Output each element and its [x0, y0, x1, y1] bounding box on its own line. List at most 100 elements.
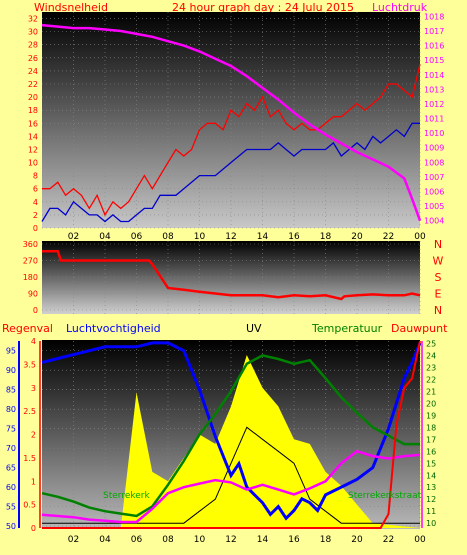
- humidity-tick-label: 65: [6, 464, 16, 473]
- annotation-right: Sterrekerkstraat: [348, 491, 422, 501]
- direction-tick-label: 180: [23, 273, 38, 282]
- wind-tick-label: 2: [33, 211, 38, 220]
- rain-tick-label: 0: [31, 524, 36, 533]
- temperature-tick-label: 19: [426, 411, 436, 420]
- wind-pressure-series: [41, 23, 422, 223]
- rain-tick-label: 1: [31, 477, 36, 486]
- chart-title: 24 hour graph day : 24 Julu 2015: [172, 1, 354, 14]
- direction-series: [42, 250, 421, 301]
- dewpoint-label: Dauwpunt: [391, 322, 448, 335]
- hour-tick-label: 04: [99, 232, 111, 242]
- temperature-tick-label: 10: [426, 519, 436, 528]
- direction-tick-label: 90: [28, 290, 38, 299]
- wind-tick-label: 18: [28, 106, 38, 115]
- wind-tick-label: 22: [28, 80, 38, 89]
- wind-average-line: [41, 122, 420, 223]
- rain-tick-label: 1.5: [23, 454, 36, 463]
- rain-tick-label: 3.5: [23, 360, 36, 369]
- temperature-tick-label: 18: [426, 423, 436, 432]
- wind-tick-label: 32: [28, 15, 38, 24]
- hour-tick-label: 10: [194, 232, 206, 242]
- humidity-ticks: 50 55 60 65 70 75 80 85 90 95: [6, 341, 20, 531]
- dewpoint-line: [41, 449, 421, 524]
- wind-tick-label: 26: [28, 54, 38, 63]
- solar-line: [42, 426, 420, 524]
- humidity-tick-label: 55: [6, 503, 16, 512]
- humidity-tick-label: 70: [6, 444, 16, 453]
- pressure-tick-label: 1007: [424, 173, 444, 182]
- hour-tick-label: 22: [383, 232, 394, 242]
- direction-grid: [42, 241, 421, 314]
- hour-tick-label: 16: [288, 232, 300, 242]
- rain-line: [42, 340, 421, 529]
- pressure-tick-label: 1017: [424, 27, 444, 36]
- hour-tick-label: 00: [414, 232, 426, 242]
- temperature-line: [41, 354, 420, 518]
- hour-tick-label: 04: [99, 535, 111, 545]
- hour-tick-label: 08: [162, 535, 174, 545]
- temperature-tick-label: 13: [426, 483, 436, 492]
- wind-direction-line: [42, 250, 421, 301]
- wind-tick-label: 4: [33, 198, 38, 207]
- pressure-tick-label: 1015: [424, 56, 444, 65]
- pressure-tick-label: 1016: [424, 42, 444, 51]
- pressure-tick-label: 1008: [424, 158, 444, 167]
- wind-tick-label: 12: [28, 145, 38, 154]
- pressure-axis-label: Luchtdruk: [372, 1, 428, 14]
- rain-tick-label: 2: [31, 431, 36, 440]
- hour-tick-label: 06: [131, 535, 143, 545]
- pressure-tick-label: 1014: [424, 71, 444, 80]
- temperature-ticks: 10 11 12 13 14 15 16 17 18 19 20 21 22 23 24 25: [421, 339, 436, 528]
- humidity-tick-label: 75: [6, 425, 16, 434]
- pressure-tick-label: 1012: [424, 100, 444, 109]
- compass-label: N: [434, 238, 442, 251]
- direction-tick-label: 0: [33, 306, 38, 315]
- pressure-tick-label: 1009: [424, 144, 444, 153]
- hour-tick-label: 18: [320, 535, 332, 545]
- hour-tick-label: 18: [320, 232, 332, 242]
- temperature-tick-label: 23: [426, 363, 436, 372]
- pressure-tick-label: 1005: [424, 202, 444, 211]
- temperature-tick-label: 11: [426, 507, 436, 516]
- pressure-tick-label: 1010: [424, 129, 444, 138]
- wind-tick-label: 14: [28, 132, 38, 141]
- wind-tick-label: 6: [33, 185, 38, 194]
- humidity-tick-label: 60: [6, 483, 16, 492]
- direction-tick-label: 270: [23, 257, 38, 266]
- hour-tick-label: 14: [257, 535, 269, 545]
- temperature-tick-label: 25: [426, 339, 436, 348]
- panel3-hour-ticks: 02 04 06 08 10 12 14 16 18 20 22 00: [68, 535, 426, 545]
- pressure-tick-label: 1004: [424, 217, 444, 226]
- hour-tick-label: 12: [225, 535, 236, 545]
- pressure-tick-label: 1011: [424, 115, 444, 124]
- rain-label: Regenval: [2, 322, 53, 335]
- humidity-tick-label: 95: [6, 347, 16, 356]
- temperature-tick-label: 17: [426, 435, 436, 444]
- temperature-tick-label: 21: [426, 387, 436, 396]
- temperature-label: Temperatuur: [311, 322, 383, 335]
- temperature-tick-label: 24: [426, 351, 436, 360]
- rain-tick-label: 2.5: [23, 407, 36, 416]
- hour-tick-label: 16: [288, 535, 300, 545]
- hour-tick-label: 08: [162, 232, 174, 242]
- wind-speed-line: [42, 64, 421, 217]
- humidity-tick-label: 85: [6, 386, 16, 395]
- wind-tick-label: 20: [28, 93, 38, 102]
- wind-tick-label: 0: [33, 224, 38, 233]
- pressure-tick-label: 1006: [424, 188, 444, 197]
- direction-tick-label: 360: [23, 240, 38, 249]
- uv-label: UV: [246, 322, 262, 335]
- wind-axis-label: Windsnelheid: [34, 1, 108, 14]
- humidity-tick-label: 90: [6, 366, 16, 375]
- rain-tick-label: 0.5: [23, 501, 36, 510]
- temperature-tick-label: 15: [426, 459, 436, 468]
- hour-tick-label: 02: [68, 232, 79, 242]
- humidity-tick-label: 50: [6, 522, 16, 531]
- hour-tick-label: 06: [131, 232, 143, 242]
- compass-label: W: [433, 255, 444, 268]
- pressure-ticks: 1004 1005 1006 1007 1008 1009 1010 1011 1012 1013…: [424, 12, 444, 225]
- uv-area: [42, 355, 420, 528]
- compass-label: S: [435, 271, 442, 284]
